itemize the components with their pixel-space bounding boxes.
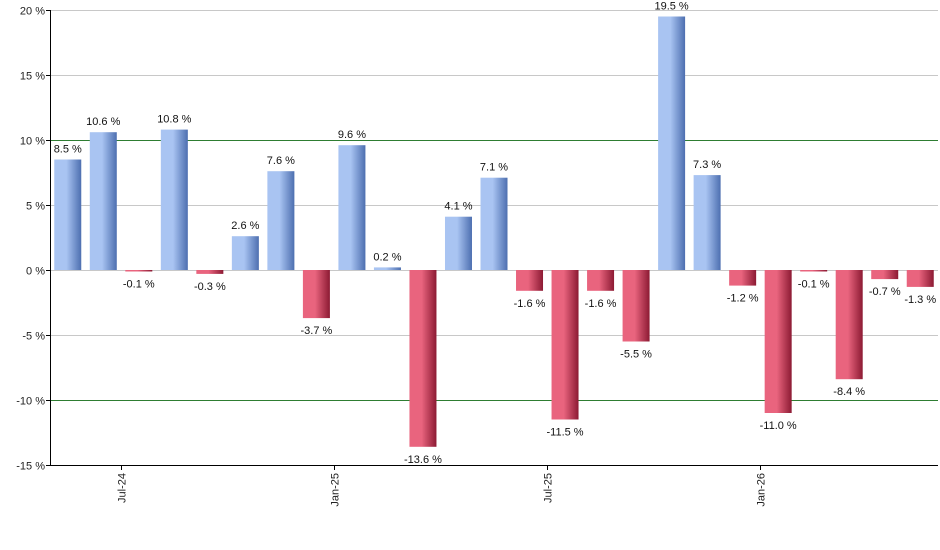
data-label: 9.6 %	[338, 129, 366, 141]
bar-may-25	[444, 216, 472, 270]
x-tick-label: Jul-24	[117, 473, 129, 503]
data-label: 10.6 %	[86, 116, 120, 128]
data-label: -1.3 %	[904, 294, 936, 306]
data-label: -0.3 %	[194, 281, 226, 293]
data-label: 19.5 %	[654, 1, 688, 13]
bar-may-26	[871, 270, 899, 280]
data-label: -3.7 %	[301, 325, 333, 337]
data-label: -5.5 %	[620, 349, 652, 361]
bar-apr-25	[409, 270, 437, 447]
x-axis-ticks: Jul-24 Jan-25 Jul-25 Jan-26	[117, 465, 768, 507]
data-label: 4.1 %	[444, 201, 472, 213]
data-label: -8.4 %	[833, 386, 865, 398]
data-label: 0.2 %	[373, 251, 401, 263]
bar-sep-25	[587, 270, 615, 291]
data-label: 7.1 %	[480, 162, 508, 174]
bar-aug-25	[551, 270, 579, 420]
y-tick-label: -10 %	[16, 396, 45, 408]
bar-oct-24	[196, 270, 224, 274]
data-labels: 8.5 % 10.6 % -0.1 % 10.8 % -0.3 % 2.6 % 7.6 % -…	[54, 1, 937, 466]
bar-jan-26	[729, 270, 757, 286]
y-tick-label: 0 %	[26, 266, 45, 278]
bar-aug-24	[125, 270, 153, 272]
data-label: -1.6 %	[514, 298, 546, 310]
data-label: 7.6 %	[267, 155, 295, 167]
bar-mar-26	[800, 270, 828, 272]
bar-sep-24	[160, 129, 188, 270]
bar-jan-25	[302, 270, 330, 319]
bar-nov-24	[231, 236, 259, 270]
bar-dec-24	[267, 171, 295, 270]
bar-oct-25	[622, 270, 650, 342]
y-tick-label: -5 %	[22, 331, 45, 343]
data-label: -13.6 %	[404, 454, 442, 466]
x-tick-label: Jul-25	[543, 473, 555, 503]
y-tick-label: -15 %	[16, 461, 45, 473]
data-label: -11.5 %	[546, 427, 583, 439]
bar-nov-25	[658, 16, 686, 270]
bars	[54, 16, 934, 447]
bar-feb-26	[764, 270, 792, 413]
data-label: -11.0 %	[760, 420, 797, 432]
bar-mar-25	[373, 267, 401, 270]
data-label: -0.7 %	[869, 286, 901, 298]
x-tick-label: Jan-26	[756, 473, 768, 507]
data-label: 7.3 %	[693, 159, 721, 171]
y-tick-label: 5 %	[26, 201, 45, 213]
bar-jul-24	[89, 132, 117, 270]
bar-apr-26	[835, 270, 863, 380]
bar-jun-24	[54, 159, 82, 270]
bar-dec-25	[693, 175, 721, 270]
data-label: -0.1 %	[123, 278, 155, 290]
y-tick-label: 15 %	[20, 71, 45, 83]
y-axis-ticks: 20 % 15 % 10 % 5 % 0 % -5 % -10 % -15 %	[16, 6, 50, 473]
y-tick-label: 20 %	[20, 6, 45, 18]
data-label: -1.6 %	[585, 298, 617, 310]
bar-jun-26	[906, 270, 934, 287]
x-tick-label: Jan-25	[330, 473, 342, 507]
bar-jul-25	[516, 270, 544, 291]
axes	[50, 10, 938, 466]
y-tick-label: 10 %	[20, 136, 45, 148]
bar-feb-25	[338, 145, 366, 270]
data-label: 8.5 %	[54, 144, 82, 156]
data-label: -0.1 %	[798, 278, 830, 290]
data-label: -1.2 %	[727, 293, 759, 305]
data-label: 10.8 %	[157, 114, 191, 126]
bar-jun-25	[480, 177, 508, 270]
data-label: 2.6 %	[231, 220, 259, 232]
